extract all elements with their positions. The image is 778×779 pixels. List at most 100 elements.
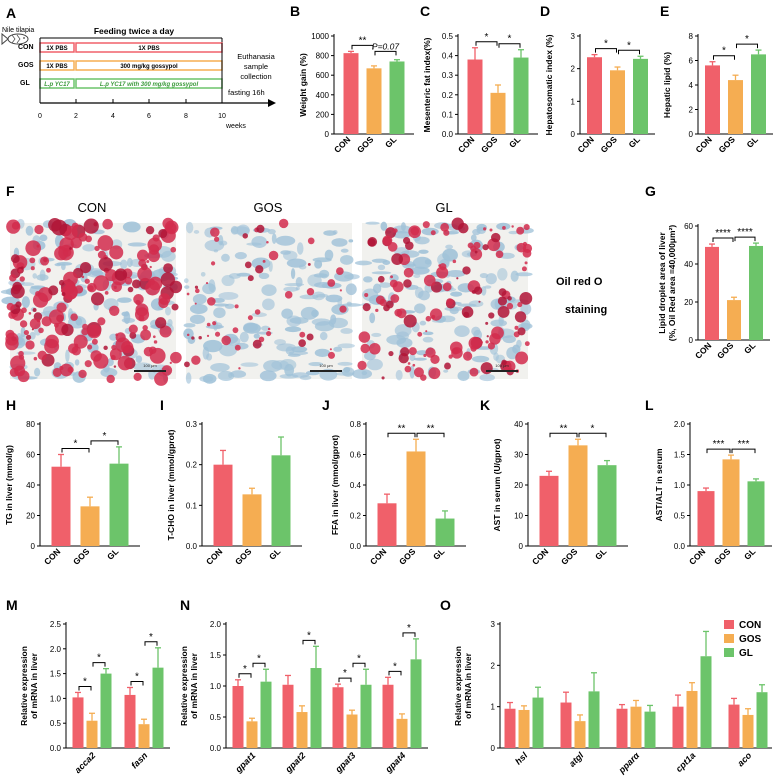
bar <box>747 481 765 546</box>
micrograph-droplet <box>145 280 161 296</box>
micrograph-tissue <box>446 270 466 278</box>
micrograph-tissue <box>508 230 519 235</box>
micrograph-droplet <box>115 333 119 337</box>
micrograph-droplet <box>46 267 51 273</box>
y-axis-label: Relative expression <box>19 646 29 726</box>
scale-bar-label: 100 μm <box>143 363 157 368</box>
micrograph-droplet <box>448 354 453 359</box>
x-tick-label: GL <box>383 134 398 149</box>
significance-bracket <box>92 662 106 667</box>
micrograph-tissue <box>200 271 206 277</box>
bar <box>504 708 516 748</box>
micrograph-tissue <box>259 370 277 382</box>
micrograph-tissue <box>331 238 348 247</box>
micrograph-droplet <box>451 217 464 230</box>
y-tick-label: 8 <box>689 32 694 41</box>
micrograph-droplet <box>266 331 272 337</box>
micrograph-tissue <box>230 370 247 378</box>
micrograph-tissue <box>299 294 319 300</box>
micrograph-droplet <box>58 245 62 249</box>
micrograph-droplet <box>94 245 100 252</box>
bar <box>728 80 743 134</box>
bar <box>282 684 294 748</box>
significance-bracket <box>549 432 578 438</box>
micrograph-droplet <box>336 267 344 275</box>
micrograph-tissue <box>319 269 330 279</box>
micrograph-tissue <box>61 263 66 271</box>
y-axis-label: of mRNA in liver <box>189 652 199 718</box>
micrograph-droplet <box>234 304 239 309</box>
y-axis-label: Relative expression <box>179 646 189 726</box>
micrograph-droplet <box>482 244 489 251</box>
micrograph-droplet <box>149 265 152 269</box>
y-tick-label: 1.0 <box>674 481 686 490</box>
micrograph-tissue <box>419 320 427 326</box>
micrograph-droplet <box>48 218 62 232</box>
scale-bar-label: 100 μm <box>319 363 333 368</box>
y-tick-label: 0.5 <box>50 719 62 728</box>
micrograph-tissue <box>1 296 20 305</box>
significance-label: *** <box>738 439 750 450</box>
micrograph-droplet <box>327 351 336 359</box>
bar <box>728 704 740 748</box>
significance-bracket <box>736 43 758 49</box>
y-tick-label: 0.0 <box>442 130 454 139</box>
micrograph-droplet <box>111 281 122 293</box>
y-tick-label: 0 <box>689 130 694 139</box>
timeline-gl-first-label: L.p YC17 <box>44 82 70 88</box>
micrograph-tissue <box>34 367 41 377</box>
micrograph-droplet <box>52 367 62 377</box>
x-tick-label: GL <box>593 546 608 561</box>
legend-label: CON <box>739 620 761 631</box>
significance-bracket <box>90 440 119 445</box>
significance-bracket <box>595 48 617 53</box>
timeline-tick-label: 4 <box>111 113 115 120</box>
bar <box>396 718 408 748</box>
micrograph-droplet <box>403 314 417 328</box>
micrograph-droplet <box>517 301 523 308</box>
micrograph-tissue <box>396 331 409 341</box>
micrograph-droplet <box>449 341 463 354</box>
micrograph-droplet <box>73 334 88 349</box>
micrograph-droplet <box>375 308 379 313</box>
significance-label: ** <box>359 35 367 46</box>
x-tick-label: gpat2 <box>283 750 308 775</box>
legend-swatch <box>724 634 734 643</box>
micrograph-droplet <box>113 365 117 368</box>
micrograph-droplet <box>391 253 404 266</box>
micrograph-tissue <box>286 258 307 268</box>
x-tick-label: acca2 <box>73 750 98 775</box>
x-tick-label: fasn <box>129 750 150 771</box>
timeline-gos-first-label: 1X PBS <box>46 64 67 70</box>
micrograph-droplet <box>69 247 72 250</box>
micrograph-droplet <box>90 350 102 362</box>
x-tick-label: CON <box>456 134 476 154</box>
micrograph-tissue <box>311 309 319 318</box>
micrograph-droplet <box>474 250 478 254</box>
micrograph-droplet <box>142 325 148 331</box>
micrograph-tissue <box>185 221 194 234</box>
micrograph-droplet <box>12 281 23 292</box>
x-tick-label: GOS <box>598 134 619 155</box>
micrograph-tissue <box>39 234 48 242</box>
bar <box>756 692 768 748</box>
timeline-group-gos: GOS <box>18 62 34 69</box>
significance-label: * <box>591 423 595 434</box>
timeline-header: Feeding twice a day <box>94 26 175 36</box>
micrograph-droplet <box>408 347 417 356</box>
micrograph-tissue <box>189 303 208 314</box>
bar <box>310 668 322 748</box>
micrograph-droplet <box>524 261 528 265</box>
significance-label: * <box>357 653 361 664</box>
y-tick-label: 0.1 <box>442 110 454 119</box>
panel-letter-i: I <box>160 397 164 413</box>
micrograph-tissue <box>122 221 141 233</box>
micrograph-droplet <box>9 274 17 282</box>
bar <box>389 61 405 135</box>
micrograph-tissue <box>421 227 439 236</box>
micrograph-tissue <box>183 278 189 284</box>
significance-bracket <box>388 670 402 676</box>
micrograph-droplet <box>329 348 332 351</box>
micrograph-tissue <box>221 253 230 262</box>
micrograph-droplet <box>381 376 385 380</box>
